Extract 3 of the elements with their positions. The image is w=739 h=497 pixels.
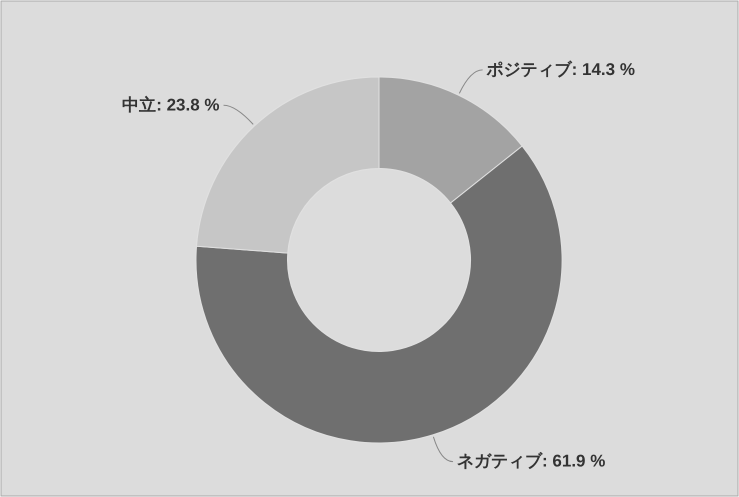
slice-label: ネガティブ: 61.9 % [457,452,606,471]
slice-label: ポジティブ: 14.3 % [486,60,635,79]
slice-label: 中立: 23.8 % [122,95,220,114]
